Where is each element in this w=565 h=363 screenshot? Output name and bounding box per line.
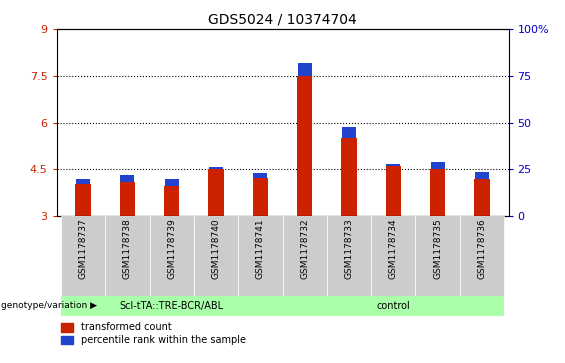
Text: GSM1178741: GSM1178741 (256, 219, 265, 279)
Text: GSM1178738: GSM1178738 (123, 219, 132, 279)
Text: Scl-tTA::TRE-BCR/ABL: Scl-tTA::TRE-BCR/ABL (120, 301, 224, 311)
Bar (297, 76, 312, 216)
Bar (371, 216, 415, 296)
Bar (415, 216, 460, 296)
Text: GSM1178739: GSM1178739 (167, 219, 176, 279)
Bar (209, 167, 223, 169)
Bar (253, 173, 267, 178)
Text: GSM1178735: GSM1178735 (433, 219, 442, 279)
Bar (238, 216, 282, 296)
Bar (120, 175, 134, 182)
Bar (105, 216, 150, 296)
Title: GDS5024 / 10374704: GDS5024 / 10374704 (208, 12, 357, 26)
Bar (386, 164, 400, 166)
Bar (75, 184, 91, 216)
Bar (282, 296, 504, 316)
Bar (327, 216, 371, 296)
Text: GSM1178737: GSM1178737 (79, 219, 88, 279)
Bar (164, 186, 180, 216)
Bar (385, 166, 401, 216)
Text: GSM1178736: GSM1178736 (477, 219, 486, 279)
Text: genotype/variation ▶: genotype/variation ▶ (1, 301, 97, 310)
Bar (282, 216, 327, 296)
Bar (475, 172, 489, 179)
Bar (61, 216, 105, 296)
Text: GSM1178740: GSM1178740 (211, 219, 220, 279)
Bar (165, 179, 179, 186)
Bar (150, 216, 194, 296)
Bar (253, 178, 268, 216)
Text: control: control (376, 301, 410, 311)
Legend: transformed count, percentile rank within the sample: transformed count, percentile rank withi… (62, 322, 246, 346)
Bar (61, 296, 282, 316)
Text: GSM1178733: GSM1178733 (345, 219, 354, 279)
Text: GSM1178732: GSM1178732 (300, 219, 309, 279)
Bar (76, 179, 90, 184)
Bar (474, 179, 490, 216)
Bar (194, 216, 238, 296)
Bar (431, 162, 445, 169)
Bar (341, 138, 357, 216)
Bar (120, 182, 135, 216)
Bar (298, 63, 312, 76)
Bar (430, 169, 445, 216)
Bar (342, 127, 356, 138)
Bar (208, 169, 224, 216)
Text: GSM1178734: GSM1178734 (389, 219, 398, 279)
Bar (460, 216, 504, 296)
